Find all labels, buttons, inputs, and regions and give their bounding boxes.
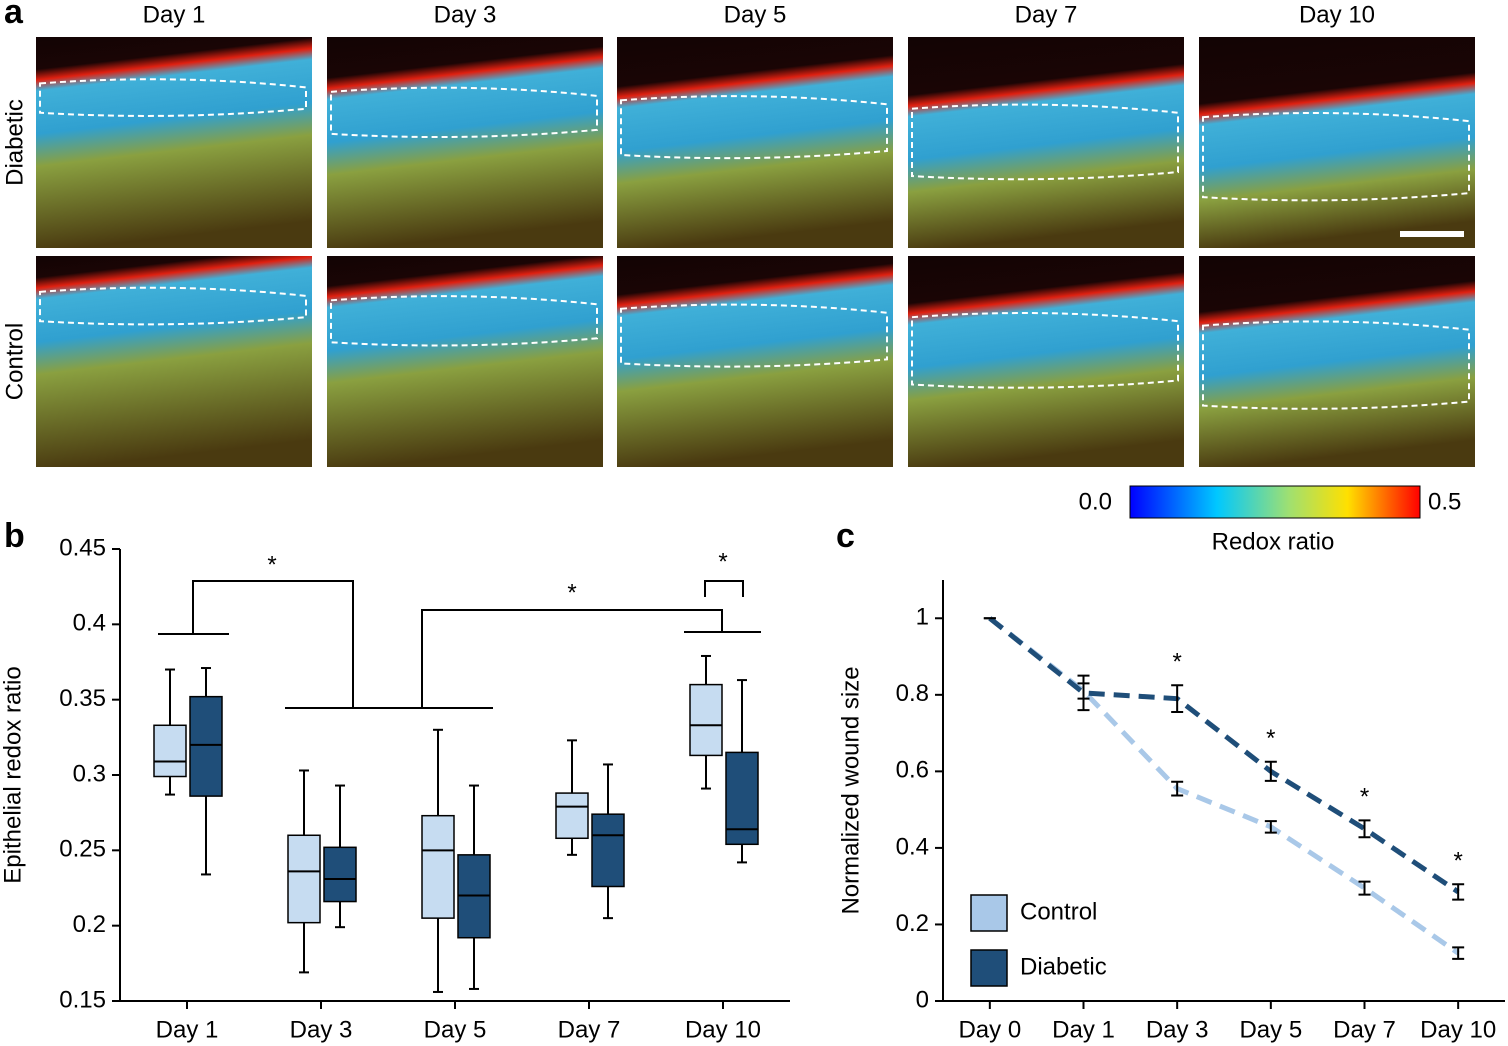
- epithelium-outline: [620, 303, 888, 368]
- significance: *: [1360, 784, 1369, 811]
- panel-letter: b: [4, 517, 25, 555]
- box: [323, 846, 357, 903]
- column-label: Day 10: [1299, 1, 1375, 28]
- y-tick-label: 0.25: [59, 836, 106, 863]
- epithelium-outline: [620, 95, 888, 160]
- box: [153, 724, 187, 778]
- micrograph: [327, 37, 603, 248]
- epithelium-outline: [911, 312, 1179, 389]
- y-tick-label: 1: [916, 604, 929, 631]
- micrograph: [908, 256, 1184, 467]
- error-bar: [1077, 674, 1090, 712]
- box: [689, 683, 723, 757]
- micrograph: [617, 37, 893, 248]
- panel-letter: c: [836, 517, 855, 555]
- error-bar: [1264, 760, 1277, 782]
- significance: *: [567, 579, 576, 606]
- x-tick-label: Day 3: [290, 1016, 353, 1043]
- error-bar: [1264, 820, 1277, 834]
- y-tick-label: 0.15: [59, 986, 106, 1013]
- error-bar: [1452, 946, 1465, 960]
- epithelium-outline: [1202, 320, 1470, 410]
- y-tick-label: 0.8: [896, 680, 929, 707]
- y-tick-label: 0.45: [59, 534, 106, 561]
- column-label: Day 3: [434, 1, 497, 28]
- micrograph: [36, 37, 312, 248]
- x-tick-label: Day 10: [1420, 1016, 1496, 1043]
- micrograph: [36, 256, 312, 467]
- significance: *: [1266, 725, 1275, 752]
- box: [725, 751, 759, 846]
- x-tick-label: Day 5: [424, 1016, 487, 1043]
- panel-letter: a: [4, 0, 24, 31]
- legend-swatch: [970, 949, 1008, 987]
- x-tick-label: Day 0: [958, 1016, 1021, 1043]
- y-axis-label: Normalized wound size: [837, 666, 864, 914]
- x-tick-label: Day 3: [1146, 1016, 1209, 1043]
- y-tick-label: 0.35: [59, 685, 106, 712]
- error-bar: [1358, 880, 1371, 896]
- x-tick-label: Day 7: [558, 1016, 621, 1043]
- significance: *: [1453, 848, 1462, 875]
- epithelium-outline: [39, 78, 307, 117]
- error-bar: [1171, 780, 1184, 797]
- x-tick-label: Day 10: [685, 1016, 761, 1043]
- colorbar-tick-label: 0.0: [1079, 488, 1112, 515]
- y-tick-label: 0.2: [73, 911, 106, 938]
- box: [287, 834, 321, 924]
- box: [421, 814, 455, 919]
- box: [555, 792, 589, 840]
- x-tick-label: Day 1: [1052, 1016, 1115, 1043]
- box: [189, 695, 223, 797]
- micrograph: [1199, 37, 1475, 248]
- micrograph: [1199, 256, 1475, 467]
- y-axis-label: Epithelial redox ratio: [0, 666, 26, 883]
- line: [988, 616, 1460, 894]
- epithelium-outline: [39, 286, 307, 326]
- legend-label: Control: [1020, 898, 1097, 925]
- error-bar: [1452, 883, 1465, 901]
- y-tick-label: 0: [916, 986, 929, 1013]
- micrograph: [908, 37, 1184, 248]
- epithelium-outline: [330, 86, 598, 139]
- x-tick-label: Day 5: [1239, 1016, 1302, 1043]
- epithelium-outline: [911, 103, 1179, 181]
- line: [988, 616, 1460, 956]
- colorbar-tick-label: 0.5: [1428, 488, 1461, 515]
- significance: *: [267, 551, 276, 578]
- significance-brackets: [158, 580, 761, 709]
- box: [591, 813, 625, 888]
- column-label: Day 1: [143, 1, 206, 28]
- row-label: Control: [1, 323, 28, 400]
- y-tick-label: 0.2: [896, 910, 929, 937]
- legend-label: Diabetic: [1020, 953, 1107, 980]
- column-label: Day 7: [1015, 1, 1078, 28]
- column-label: Day 5: [724, 1, 787, 28]
- legend-swatch: [970, 894, 1008, 932]
- y-tick-label: 0.4: [896, 833, 929, 860]
- micrograph: [617, 256, 893, 467]
- epithelium-outline: [1202, 112, 1470, 202]
- error-bar: [1358, 819, 1371, 839]
- scale-bar: [1400, 231, 1464, 237]
- colorbar: [1129, 485, 1421, 519]
- y-tick-label: 0.6: [896, 757, 929, 784]
- significance: *: [1172, 649, 1181, 676]
- x-tick-label: Day 7: [1333, 1016, 1396, 1043]
- row-label: Diabetic: [1, 99, 28, 186]
- x-tick-label: Day 1: [156, 1016, 219, 1043]
- y-tick-label: 0.4: [73, 610, 106, 637]
- y-tick-label: 0.3: [73, 760, 106, 787]
- micrograph: [327, 256, 603, 467]
- epithelium-outline: [330, 295, 598, 347]
- significance: *: [718, 548, 727, 575]
- colorbar-label: Redox ratio: [1212, 528, 1335, 555]
- error-bar: [1171, 684, 1184, 714]
